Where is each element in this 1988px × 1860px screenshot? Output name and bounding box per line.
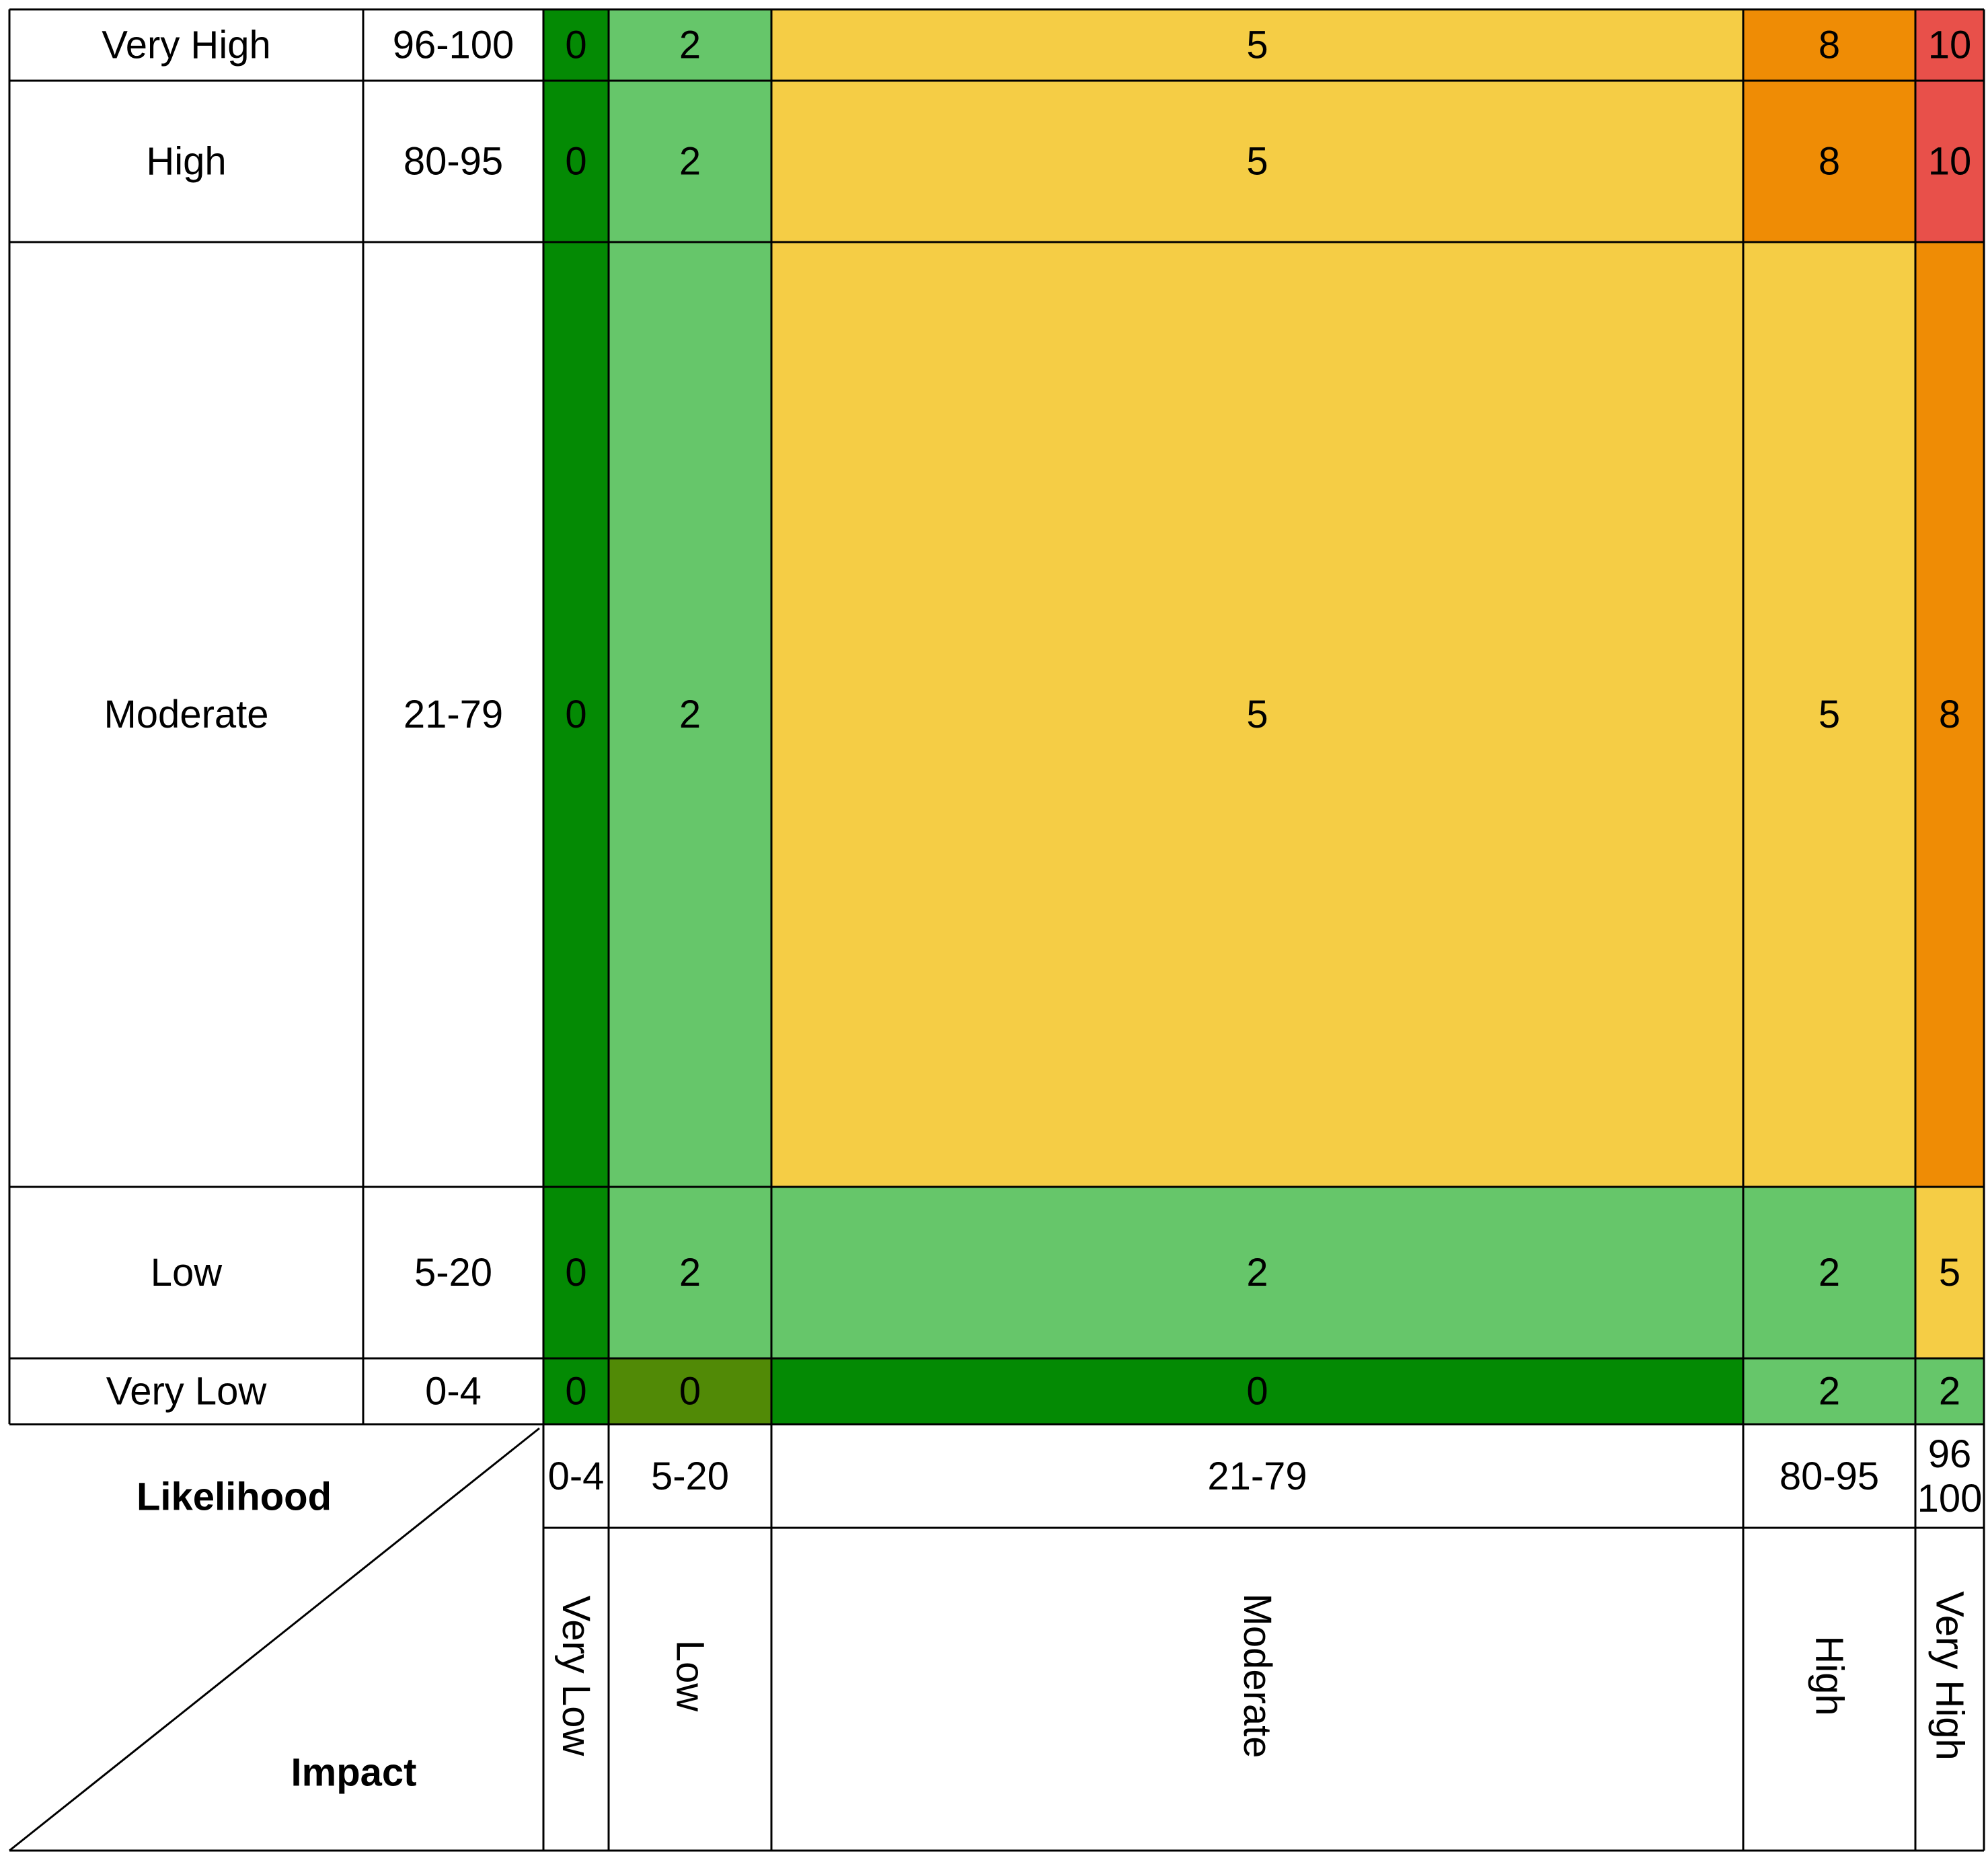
col-range-line: 80-95 [1780,1455,1879,1498]
matrix-cell-high-high [1743,81,1915,242]
matrix-cell-moderate-moderate [771,242,1743,1187]
matrix-cell-very-high-low [609,9,771,81]
cell-value: 0 [1246,1370,1268,1413]
matrix-cell-very-high-moderate [771,9,1743,81]
matrix-cell-high-very-low [543,81,609,242]
cell-value: 5 [1246,24,1268,67]
cell-value: 10 [1928,24,1972,67]
matrix-cell-moderate-low [609,242,771,1187]
cell-value: 2 [1246,1251,1268,1294]
col-range-line: 0-4 [548,1455,605,1498]
cell-value: 0 [565,693,586,736]
matrix-cell-very-low-high [1743,1358,1915,1424]
matrix-cell-moderate-high [1743,242,1915,1187]
cell-value: 2 [679,693,701,736]
cell-value: 0 [565,1251,586,1294]
row-range-moderate: 21-79 [404,693,503,736]
likelihood-title: Likelihood [137,1475,332,1519]
col-range-line: 21-79 [1207,1455,1307,1498]
matrix-cell-low-low [609,1187,771,1358]
col-range-line: 100 [1917,1477,1983,1520]
matrix-cell-moderate-very-low [543,242,609,1187]
row-label-high: High [146,140,226,184]
cell-value: 5 [1246,140,1268,184]
col-range-line: 96 [1928,1432,1972,1476]
cell-value: 0 [565,140,586,184]
row-range-very-high: 96-100 [393,24,514,67]
matrix-cell-very-low-very-high [1915,1358,1984,1424]
row-range-very-low: 0-4 [425,1370,482,1413]
cell-value: 5 [1819,693,1840,736]
col-range-very-high: 96 100 [1917,1432,1983,1520]
matrix-cell-very-low-very-low [543,1358,609,1424]
col-range-very-low: 0-4 [548,1455,605,1498]
corner-diagonal [9,1427,540,1852]
col-label-high: High [1808,1635,1851,1715]
col-range-low: 5-20 [651,1455,729,1498]
col-range-line: 5-20 [651,1455,729,1498]
row-label-low: Low [151,1251,223,1294]
matrix-cell-low-very-high [1915,1187,1984,1358]
grid-lines [8,8,1985,1852]
col-label-low: Low [668,1640,712,1713]
cell-value: 8 [1819,140,1840,184]
matrix-cell-very-high-very-low [543,9,609,81]
matrix-cell-very-low-moderate [771,1358,1743,1424]
matrix-cell-very-high-high [1743,9,1915,81]
row-label-very-high: Very High [102,24,270,67]
matrix-cells [543,9,1984,1424]
cell-value: 5 [1939,1251,1960,1294]
col-range-moderate: 21-79 [1207,1455,1307,1498]
cell-value: 0 [679,1370,701,1413]
matrix-cell-high-very-high [1915,81,1984,242]
cell-value: 2 [679,140,701,184]
cell-value: 0 [565,24,586,67]
cell-value: 2 [679,1251,701,1294]
cell-value: 10 [1928,140,1972,184]
cell-value: 5 [1246,693,1268,736]
cell-value: 2 [1819,1251,1840,1294]
row-label-very-low: Very Low [106,1370,268,1413]
cell-value: 8 [1819,24,1840,67]
matrix-cell-low-moderate [771,1187,1743,1358]
matrix-cell-very-low-low [609,1358,771,1424]
cell-value: 8 [1939,693,1960,736]
matrix-cell-low-high [1743,1187,1915,1358]
matrix-cell-low-very-low [543,1187,609,1358]
cell-value: 0 [565,1370,586,1413]
matrix-cell-very-high-very-high [1915,9,1984,81]
impact-title: Impact [291,1751,417,1795]
col-label-very-low: Very Low [554,1596,598,1757]
matrix-cell-high-low [609,81,771,242]
matrix-cell-moderate-very-high [1915,242,1984,1187]
col-range-high: 80-95 [1780,1455,1879,1498]
cell-value: 2 [1819,1370,1840,1413]
cell-value: 2 [679,24,701,67]
row-range-high: 80-95 [404,140,503,184]
row-range-low: 5-20 [414,1251,492,1294]
matrix-cell-high-moderate [771,81,1743,242]
col-label-moderate: Moderate [1235,1593,1279,1758]
col-label-very-high: Very High [1928,1591,1972,1760]
cell-value: 2 [1939,1370,1960,1413]
row-label-moderate: Moderate [104,693,268,736]
